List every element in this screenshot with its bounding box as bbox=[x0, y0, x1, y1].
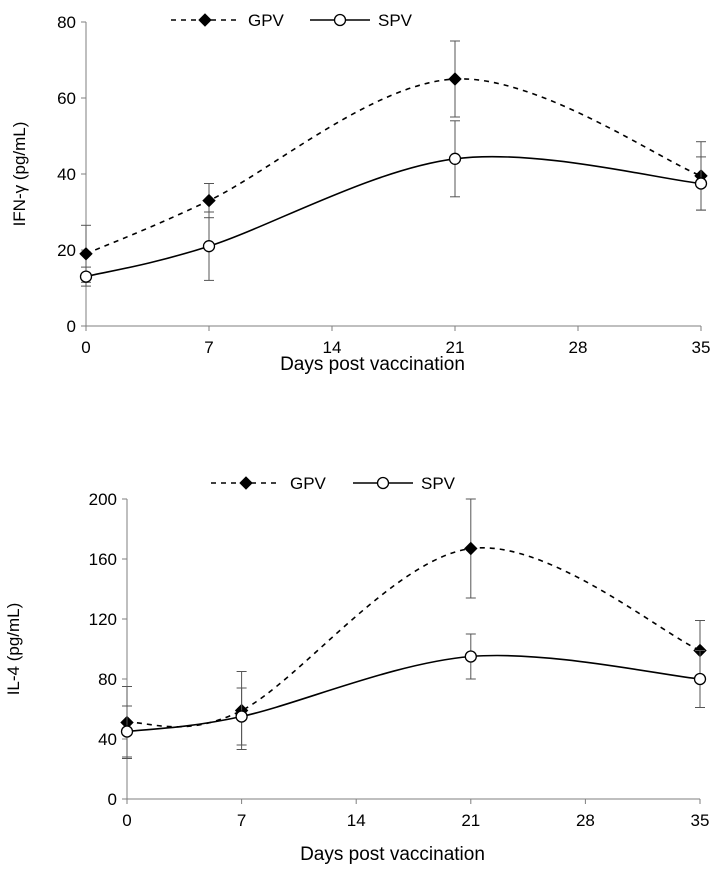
x-tick-label: 7 bbox=[204, 338, 213, 357]
x-axis-title: Days post vaccination bbox=[300, 844, 485, 865]
legend: GPV SPV bbox=[171, 11, 413, 30]
series-spv bbox=[79, 120, 708, 287]
x-tick-label: 35 bbox=[691, 811, 710, 830]
y-tick-label: 160 bbox=[89, 550, 117, 569]
legend-label-gpv: GPV bbox=[248, 11, 285, 30]
y-tick-label: 0 bbox=[108, 790, 117, 809]
series-line-gpv bbox=[126, 546, 701, 728]
x-tick-label: 28 bbox=[576, 811, 595, 830]
x-axis-title: Days post vaccination bbox=[280, 354, 465, 375]
y-tick-label: 120 bbox=[89, 610, 117, 629]
y-tick-label: 80 bbox=[98, 670, 117, 689]
data-point-spv bbox=[693, 672, 707, 686]
x-tick-label: 21 bbox=[461, 811, 480, 830]
x-tick-label: 28 bbox=[569, 338, 588, 357]
data-point-gpv bbox=[79, 247, 93, 261]
legend-marker-gpv bbox=[239, 476, 253, 490]
x-tick-label: 0 bbox=[81, 338, 90, 357]
legend-marker-spv bbox=[333, 13, 347, 27]
y-axis-title: IL-4 (pg/mL) bbox=[4, 603, 23, 696]
x-tick-label: 7 bbox=[237, 811, 246, 830]
series-gpv bbox=[120, 498, 707, 759]
series-gpv bbox=[79, 40, 708, 283]
data-point-spv bbox=[79, 270, 93, 283]
x-tick-label: 14 bbox=[347, 811, 366, 830]
data-point-spv bbox=[464, 650, 477, 663]
x-tick-label: 14 bbox=[323, 338, 342, 357]
series-line-spv bbox=[126, 654, 701, 733]
x-tick-label: 35 bbox=[692, 338, 711, 357]
data-point-gpv bbox=[202, 193, 216, 208]
data-point-spv bbox=[694, 177, 708, 190]
series-spv bbox=[120, 633, 707, 758]
y-tick-label: 80 bbox=[57, 13, 76, 32]
legend-label-spv: SPV bbox=[378, 11, 413, 30]
legend-marker-spv bbox=[376, 476, 390, 490]
series-line-spv bbox=[85, 155, 702, 278]
series-line-gpv bbox=[85, 78, 702, 255]
x-tick-label: 21 bbox=[446, 338, 465, 357]
data-point-gpv bbox=[448, 72, 462, 86]
legend-label-spv: SPV bbox=[421, 474, 456, 493]
y-axis-title: IFN-γ (pg/mL) bbox=[10, 122, 29, 227]
chart-panel-2: 0 40 80 120 160 200 0 7 14 21 28 35 Days post vaccin… bbox=[4, 474, 709, 865]
legend-label-gpv: GPV bbox=[290, 474, 327, 493]
data-point-spv bbox=[120, 725, 134, 738]
y-tick-label: 40 bbox=[57, 165, 76, 184]
data-point-spv bbox=[448, 152, 462, 165]
data-point-gpv bbox=[464, 541, 478, 556]
chart-panel-1: 0 20 40 60 80 0 7 14 21 28 35 Days post vaccination… bbox=[10, 11, 710, 375]
y-tick-label: 20 bbox=[57, 241, 76, 260]
y-tick-label: 60 bbox=[57, 89, 76, 108]
legend-marker-gpv bbox=[198, 13, 212, 27]
y-tick-label: 40 bbox=[98, 730, 117, 749]
y-tick-label: 200 bbox=[89, 490, 117, 509]
legend: GPV SPV bbox=[211, 474, 456, 493]
x-tick-label: 0 bbox=[122, 811, 131, 830]
data-point-spv bbox=[202, 240, 216, 253]
data-point-spv bbox=[235, 710, 248, 723]
y-tick-label: 0 bbox=[67, 317, 76, 336]
